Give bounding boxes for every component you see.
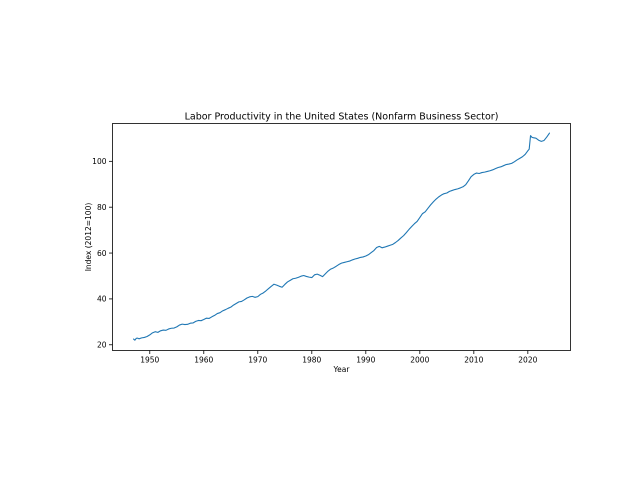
y-tick-label: 60 bbox=[97, 249, 107, 258]
y-tick-label: 100 bbox=[92, 157, 107, 166]
x-tick-label: 1980 bbox=[302, 356, 321, 365]
x-tick-label: 1990 bbox=[356, 356, 375, 365]
y-tick-label: 20 bbox=[97, 340, 107, 349]
plot-area bbox=[133, 132, 550, 341]
axis-ticks: 1950 1960 1970 1980 1990 2000 2010 202020406080… bbox=[92, 157, 537, 364]
x-tick-label: 1970 bbox=[248, 356, 267, 365]
x-tick-label: 2000 bbox=[410, 356, 429, 365]
y-tick-label: 80 bbox=[97, 203, 107, 212]
x-tick-label: 1950 bbox=[140, 356, 159, 365]
y-tick-label: 40 bbox=[97, 295, 107, 304]
y-axis-label: Index (2012=100) bbox=[84, 203, 93, 272]
productivity-series-line bbox=[133, 132, 550, 341]
x-axis-label: Year bbox=[333, 365, 351, 374]
x-tick-label: 2020 bbox=[518, 356, 537, 365]
x-tick-label: 1960 bbox=[194, 356, 213, 365]
axes-frame bbox=[112, 123, 571, 351]
x-tick-label: 2010 bbox=[464, 356, 483, 365]
chart-title: Labor Productivity in the United States … bbox=[185, 112, 499, 123]
